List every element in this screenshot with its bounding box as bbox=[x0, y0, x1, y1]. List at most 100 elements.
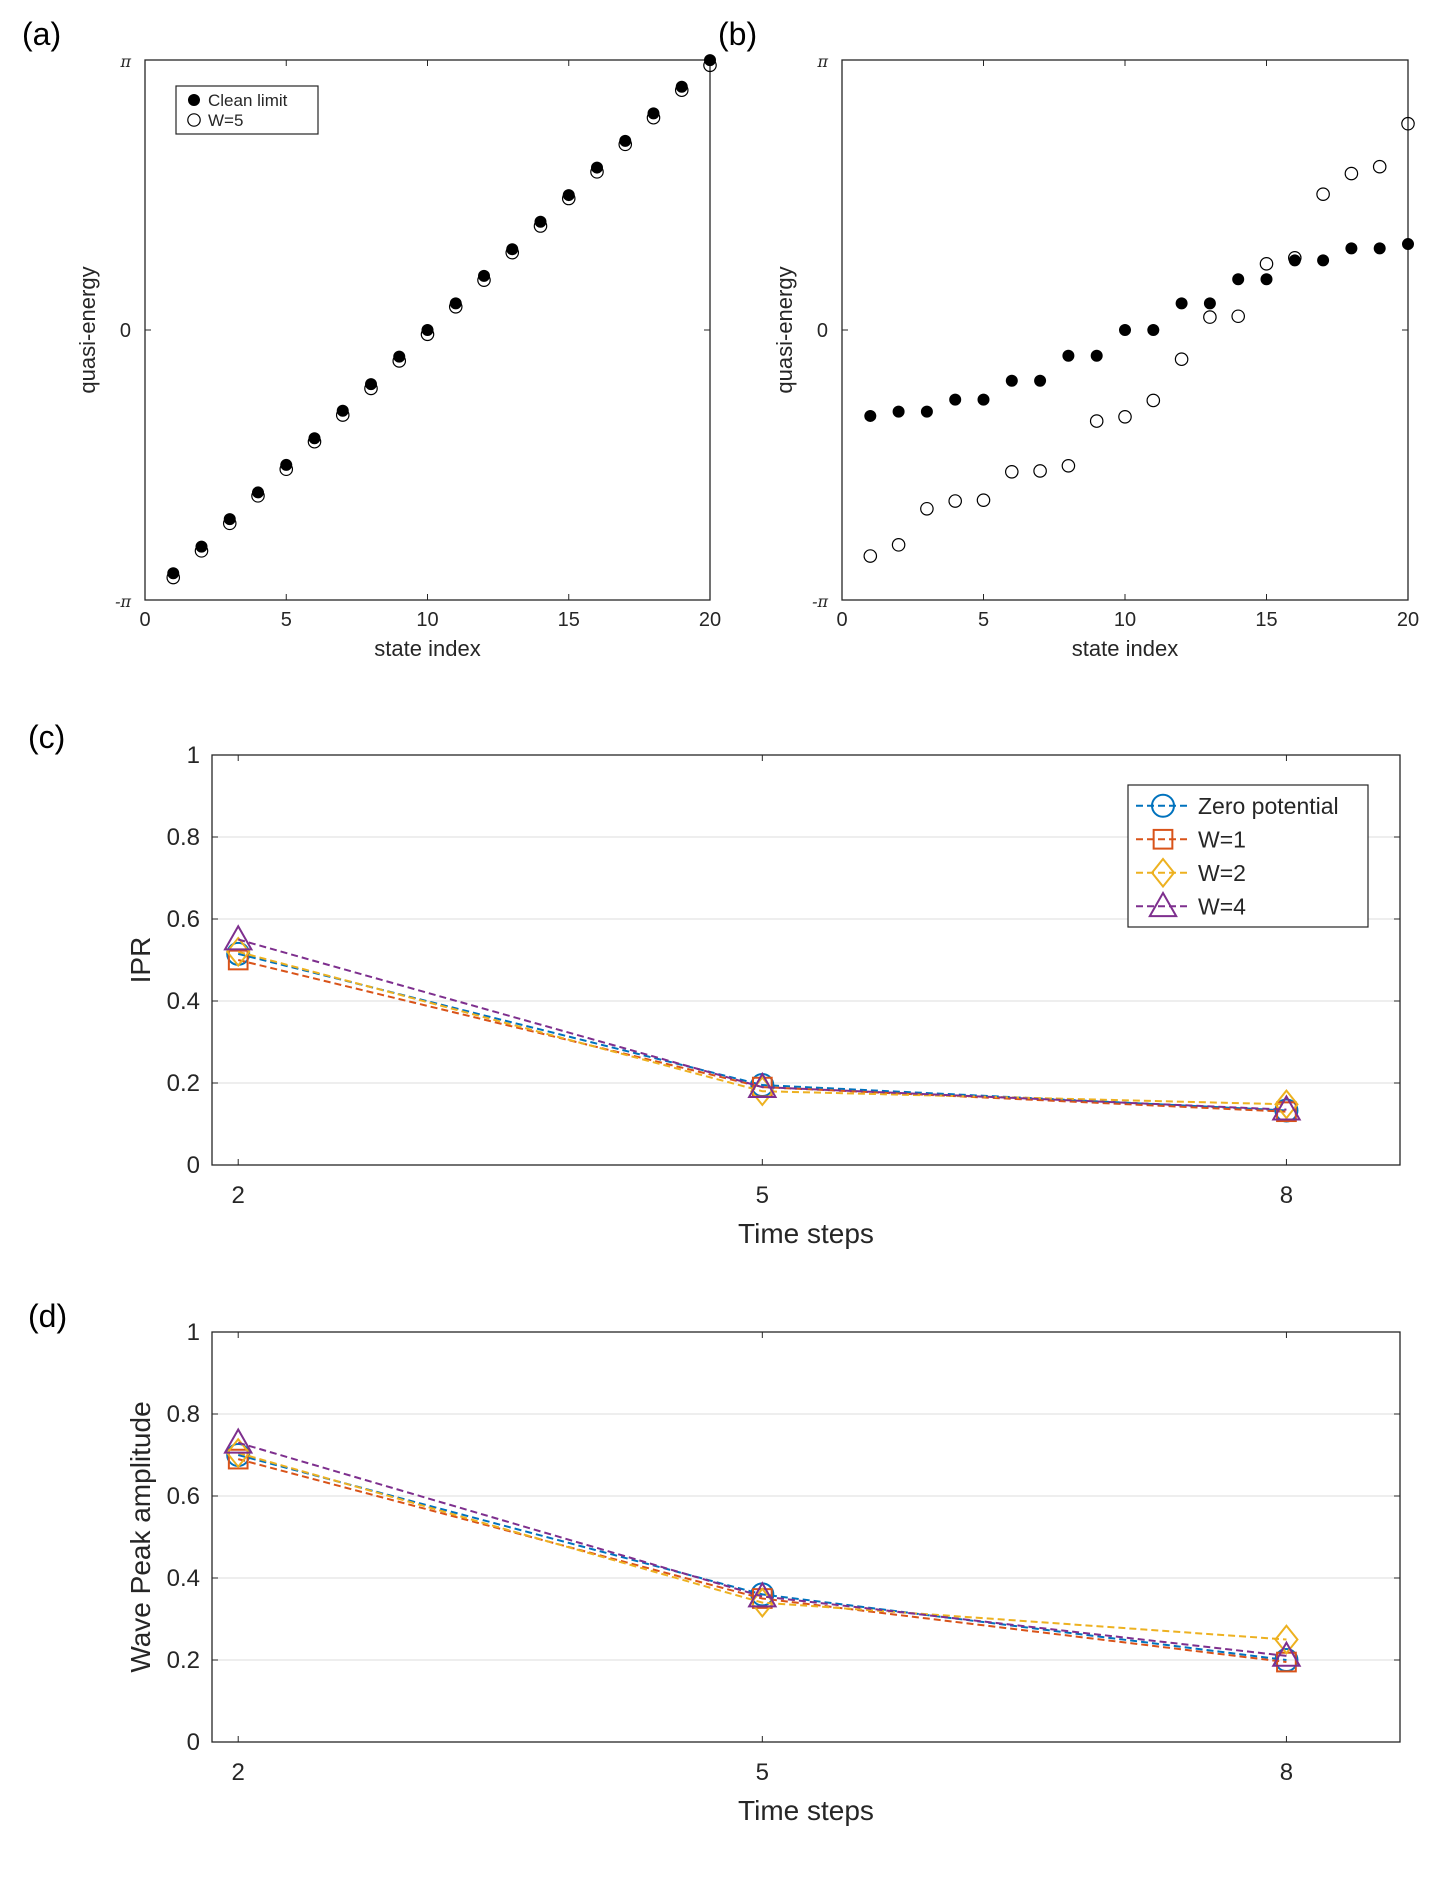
data-point bbox=[1271, 1640, 1302, 1667]
data-point bbox=[1090, 349, 1103, 362]
data-point bbox=[675, 80, 688, 93]
x-tick-label: 10 bbox=[1114, 609, 1136, 631]
data-point bbox=[225, 936, 251, 968]
data-point bbox=[223, 924, 254, 951]
data-point bbox=[1175, 297, 1188, 310]
data-point bbox=[251, 489, 265, 503]
legend-marker bbox=[187, 113, 201, 127]
data-point bbox=[891, 538, 906, 552]
x-tick-label: 20 bbox=[1397, 609, 1419, 631]
data-point bbox=[977, 393, 990, 406]
legend-label: Clean limit bbox=[208, 91, 288, 110]
data-point bbox=[1232, 273, 1245, 286]
data-point bbox=[225, 1437, 251, 1469]
data-point bbox=[364, 381, 378, 396]
panel-label: (d) bbox=[28, 1298, 67, 1334]
legend-marker bbox=[1152, 828, 1174, 850]
y-axis-label: quasi-energy bbox=[772, 266, 797, 393]
y-tick-label: 0.2 bbox=[167, 1070, 200, 1097]
x-tick-label: 15 bbox=[558, 609, 580, 631]
series-line bbox=[237, 1458, 1287, 1664]
data-point bbox=[308, 432, 321, 445]
y-tick-label: 0 bbox=[120, 320, 131, 342]
data-point bbox=[863, 549, 878, 563]
data-point bbox=[478, 269, 490, 282]
data-point bbox=[618, 137, 633, 152]
data-point bbox=[533, 219, 548, 233]
y-tick-label: π bbox=[119, 52, 131, 71]
data-point bbox=[1118, 410, 1132, 424]
series-w-1 bbox=[227, 949, 1297, 1123]
legend-label: W=4 bbox=[1198, 893, 1246, 919]
x-tick-label: 2 bbox=[232, 1182, 245, 1209]
data-point bbox=[505, 245, 520, 260]
legend-label: W=1 bbox=[1198, 826, 1246, 852]
data-point bbox=[1271, 1094, 1302, 1121]
y-tick-label: 0.8 bbox=[167, 1401, 200, 1428]
data-point bbox=[1316, 187, 1330, 202]
data-point bbox=[227, 949, 249, 971]
data-point bbox=[336, 404, 349, 417]
y-tick-label: 0.8 bbox=[167, 824, 200, 851]
data-point bbox=[420, 327, 435, 342]
y-tick-label: 0 bbox=[187, 1152, 200, 1179]
data-point bbox=[892, 405, 905, 418]
series-w-4 bbox=[223, 1427, 1302, 1667]
chart-panel-c: (c) 2 5 8 0 0.2 0.4 0.6 0.8 1 Time steps IPR Zero po… bbox=[28, 719, 1401, 1249]
panel-label: (b) bbox=[718, 16, 757, 52]
panel-label: (a) bbox=[22, 16, 61, 52]
y-tick-label: π bbox=[816, 52, 828, 71]
data-point bbox=[1203, 310, 1217, 324]
series-line bbox=[237, 959, 1287, 1113]
data-point bbox=[448, 299, 463, 314]
data-point bbox=[1317, 254, 1330, 267]
legend-entry: Zero potential bbox=[1136, 793, 1339, 819]
data-point bbox=[365, 378, 377, 391]
legend-label: W=5 bbox=[208, 111, 243, 130]
x-axis-label: state index bbox=[374, 636, 480, 661]
data-point bbox=[976, 493, 991, 507]
y-tick-label: -π bbox=[115, 592, 131, 611]
x-axis-label: state index bbox=[1072, 636, 1178, 661]
series-w-2 bbox=[225, 936, 1299, 1120]
y-tick-label: 0 bbox=[187, 1729, 200, 1756]
legend-box bbox=[175, 85, 319, 135]
data-point bbox=[1146, 393, 1161, 408]
series-w-5 bbox=[863, 116, 1415, 563]
data-point bbox=[227, 1448, 249, 1470]
x-tick-label: 8 bbox=[1280, 1182, 1293, 1209]
y-axis-label: quasi-energy bbox=[75, 266, 100, 393]
y-tick-label: 0.6 bbox=[167, 1483, 200, 1510]
series-clean-limit bbox=[864, 238, 1414, 422]
data-point bbox=[703, 58, 717, 73]
data-point bbox=[1373, 242, 1386, 255]
x-tick-label: 5 bbox=[978, 609, 989, 631]
x-tick-label: 8 bbox=[1280, 1759, 1293, 1786]
data-point bbox=[562, 189, 575, 202]
x-axis-label: Time steps bbox=[738, 1795, 874, 1826]
data-point bbox=[1274, 1088, 1299, 1120]
series-w-2 bbox=[225, 1437, 1299, 1655]
data-point bbox=[222, 516, 237, 531]
series-line bbox=[237, 1441, 1287, 1657]
data-point bbox=[747, 1581, 778, 1608]
data-point bbox=[674, 83, 689, 98]
legend-entry: W=1 bbox=[1136, 826, 1246, 852]
data-point bbox=[949, 393, 962, 406]
data-point bbox=[1174, 352, 1189, 367]
data-point bbox=[704, 54, 716, 67]
data-point bbox=[1231, 309, 1245, 324]
chart-panel-b: (b) 0 5 10 15 20 -π 0 π state index quasi-energy bbox=[718, 16, 1419, 661]
legend-label: W=2 bbox=[1198, 860, 1246, 886]
data-point bbox=[421, 324, 434, 336]
axes-box bbox=[211, 1331, 1401, 1743]
x-tick-label: 0 bbox=[836, 609, 847, 631]
data-point bbox=[1203, 297, 1216, 310]
y-axis-label: Wave Peak amplitude bbox=[125, 1401, 156, 1672]
data-point bbox=[1259, 257, 1274, 271]
data-point bbox=[279, 462, 294, 477]
x-axis-label: Time steps bbox=[738, 1218, 874, 1249]
data-point bbox=[1004, 465, 1019, 479]
